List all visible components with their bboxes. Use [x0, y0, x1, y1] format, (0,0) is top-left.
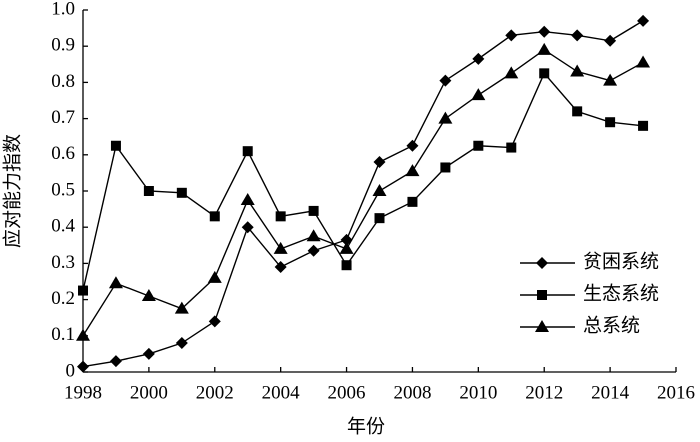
y-tick-label: 0.5	[51, 179, 75, 200]
series-line	[82, 48, 644, 337]
y-tick-label: 0.4	[51, 216, 75, 237]
marker	[471, 88, 486, 101]
marker	[604, 34, 617, 47]
marker	[77, 360, 89, 373]
marker	[637, 14, 650, 27]
x-tick-label: 2016	[657, 382, 695, 403]
marker	[406, 139, 419, 152]
marker	[174, 301, 189, 314]
marker	[570, 64, 585, 77]
marker	[536, 257, 548, 269]
x-tick-label: 1998	[64, 382, 102, 403]
marker	[473, 140, 484, 151]
marker	[572, 106, 583, 117]
marker	[207, 270, 222, 283]
marker	[209, 211, 220, 222]
y-tick-label: 0.8	[51, 71, 75, 92]
marker	[537, 290, 547, 300]
y-tick-label: 1.0	[51, 0, 75, 19]
marker	[241, 221, 254, 234]
marker	[505, 29, 518, 42]
marker	[307, 244, 320, 257]
marker	[372, 184, 387, 196]
x-tick-label: 2002	[196, 382, 234, 403]
marker	[538, 25, 551, 38]
y-tick-label: 0	[66, 360, 76, 381]
marker	[273, 241, 288, 254]
marker	[275, 211, 286, 222]
marker	[242, 146, 253, 157]
marker	[405, 164, 420, 177]
x-tick-label: 2014	[591, 382, 630, 403]
marker	[76, 328, 90, 341]
marker	[440, 162, 451, 173]
marker	[208, 315, 221, 328]
marker	[535, 320, 549, 332]
marker	[108, 276, 123, 289]
y-tick-label: 0.6	[51, 143, 75, 164]
y-tick-label: 0.7	[51, 107, 75, 128]
marker	[407, 196, 418, 207]
series-line	[82, 72, 644, 291]
marker	[341, 260, 352, 271]
x-tick-label: 2000	[130, 382, 168, 403]
marker	[175, 337, 188, 350]
marker	[537, 42, 552, 55]
marker	[506, 142, 517, 153]
marker	[142, 347, 155, 360]
marker	[472, 52, 485, 65]
marker	[603, 73, 618, 86]
marker	[339, 241, 354, 254]
x-axis-title: 年份	[347, 415, 385, 437]
marker	[438, 111, 453, 124]
marker	[638, 120, 649, 131]
marker	[539, 68, 550, 79]
series-line	[82, 20, 644, 368]
y-tick-label: 0.3	[51, 252, 75, 273]
marker	[110, 140, 121, 151]
marker	[143, 186, 154, 196]
y-tick-label: 0.9	[51, 35, 75, 56]
marker	[308, 205, 319, 216]
marker	[78, 285, 88, 296]
marker	[571, 29, 584, 42]
y-tick-label: 0.1	[51, 324, 75, 345]
x-tick-label: 2008	[393, 382, 431, 403]
x-tick-label: 2012	[525, 382, 563, 403]
marker	[374, 213, 385, 224]
marker	[109, 355, 122, 368]
legend-label: 贫困系统	[583, 250, 659, 272]
x-tick-label: 2006	[328, 382, 366, 403]
legend-label: 生态系统	[583, 282, 659, 304]
marker	[274, 261, 287, 274]
marker	[240, 193, 255, 206]
marker	[176, 187, 187, 198]
marker	[141, 288, 156, 301]
marker	[605, 117, 616, 128]
marker	[504, 66, 519, 79]
x-tick-label: 2010	[459, 382, 497, 403]
y-axis-title: 应对能力指数	[1, 134, 23, 248]
marker	[439, 74, 452, 87]
y-tick-label: 0.2	[51, 288, 75, 309]
legend-label: 总系统	[583, 314, 640, 336]
x-tick-label: 2004	[262, 382, 301, 403]
marker	[373, 156, 386, 169]
marker	[306, 229, 321, 242]
marker	[636, 55, 651, 68]
